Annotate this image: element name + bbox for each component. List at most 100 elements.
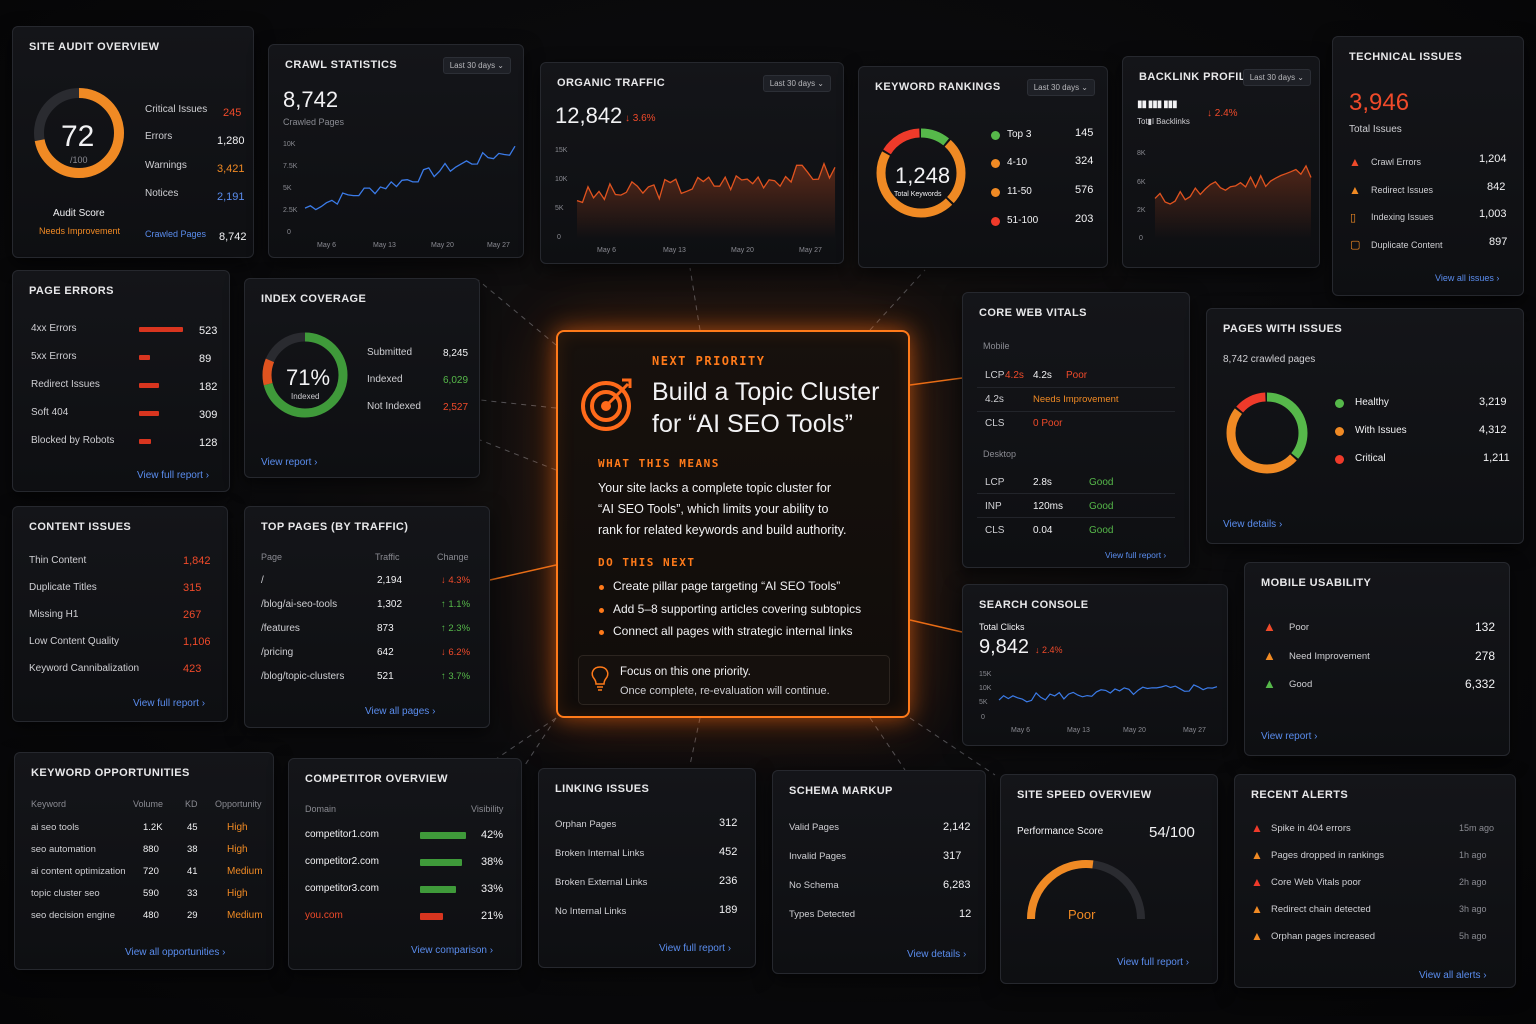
y-tick: 15K: [555, 147, 568, 154]
view-report-link[interactable]: View report ›: [1261, 731, 1318, 742]
divider: [977, 387, 1175, 388]
page-path[interactable]: /features: [261, 623, 300, 634]
alert-label[interactable]: Redirect chain detected: [1271, 904, 1371, 915]
audit-score-status: Needs Improvement: [39, 226, 121, 236]
linking-label: Broken Internal Links: [555, 848, 645, 859]
date-range-select[interactable]: Last 30 days ⌄: [1026, 79, 1095, 96]
panel-title: SITE AUDIT OVERVIEW: [29, 41, 160, 53]
view-full-report-link[interactable]: View full report ›: [1105, 550, 1167, 560]
do-this-next-heading: DO THIS NEXT: [598, 556, 696, 569]
error-value: 128: [199, 437, 218, 449]
legend-dot: [991, 131, 1000, 140]
metric-label: CLS: [985, 418, 1005, 429]
means-text: “AI SEO Tools”, which limits your abilit…: [598, 502, 829, 516]
alert-icon: ▲: [1251, 848, 1263, 862]
indexed-value: 6,029: [443, 375, 469, 386]
crawl-sub: Crawled Pages: [283, 117, 345, 127]
metric-status: Needs Improvement: [1033, 394, 1119, 405]
critical-issues-label: Critical Issues: [145, 104, 208, 115]
content-issue-label: Missing H1: [29, 609, 79, 620]
view-full-report-link[interactable]: View full report ›: [137, 470, 210, 481]
alert-icon: ▲: [1251, 902, 1263, 916]
schema-label: No Schema: [789, 880, 839, 891]
page-path[interactable]: /blog/topic-clusters: [261, 671, 345, 682]
metric-value: 2.8s: [1033, 477, 1052, 488]
crawled-pages-value: 8,742: [219, 231, 247, 243]
panel-title: SEARCH CONSOLE: [979, 599, 1089, 611]
usability-value: 132: [1475, 620, 1496, 634]
panel-title: SITE SPEED OVERVIEW: [1017, 789, 1152, 801]
y-tick: 10K: [555, 176, 568, 183]
visibility-bar: [420, 886, 456, 893]
view-details-link[interactable]: View details ›: [907, 949, 967, 960]
error-value: 182: [199, 381, 218, 393]
view-all-alerts-link[interactable]: View all alerts ›: [1419, 970, 1487, 981]
view-all-opportunities-link[interactable]: View all opportunities ›: [125, 947, 226, 958]
not-indexed-value: 2,527: [443, 402, 469, 413]
metric-value: 120ms: [1033, 501, 1064, 512]
keyword[interactable]: seo automation: [31, 844, 96, 855]
backlinks-delta: ↓ 2.4%: [1207, 108, 1238, 119]
alert-label[interactable]: Spike in 404 errors: [1271, 823, 1351, 834]
visibility-value: 38%: [481, 856, 504, 868]
content-issues-panel: CONTENT ISSUES Thin Content 1,842 Duplicat…: [12, 506, 228, 722]
issue-label: Duplicate Content: [1371, 240, 1443, 250]
legend-value: 145: [1075, 127, 1094, 139]
notices-label: Notices: [145, 188, 179, 199]
alert-label[interactable]: Pages dropped in rankings: [1271, 850, 1385, 861]
keyword[interactable]: topic cluster seo: [31, 888, 100, 899]
next-step: Create pillar page targeting “AI SEO Too…: [613, 579, 841, 593]
mobile-usability-panel: MOBILE USABILITY ▲ Poor 132 ▲ Need Impro…: [1244, 562, 1510, 756]
top-pages-panel: TOP PAGES (BY TRAFFIC) Page Traffic Chan…: [244, 506, 490, 728]
panel-title: COMPETITOR OVERVIEW: [305, 773, 448, 785]
date-range-select[interactable]: Last 30 days ⌄: [762, 75, 831, 92]
linking-issues-panel: LINKING ISSUES Orphan Pages 312 Broken Int…: [538, 768, 756, 968]
view-comparison-link[interactable]: View comparison ›: [411, 945, 494, 956]
metric-value: 4.2s: [1033, 370, 1052, 381]
alert-icon: ▲: [1251, 875, 1263, 889]
error-bar: [139, 439, 151, 444]
panel-title: TECHNICAL ISSUES: [1349, 51, 1463, 63]
keyword-kd: 33: [187, 888, 198, 899]
page-path[interactable]: /pricing: [261, 647, 294, 658]
page-traffic: 873: [377, 623, 394, 634]
view-all-issues-link[interactable]: View all issues ›: [1435, 273, 1500, 283]
view-full-report-link[interactable]: View full report ›: [133, 698, 206, 709]
competitor-domain: you.com: [305, 910, 343, 921]
crawl-line-chart: [304, 145, 516, 211]
view-report-link[interactable]: View report ›: [261, 457, 318, 468]
date-range-select[interactable]: Last 30 days ⌄: [442, 57, 511, 74]
page-change: ↓ 4.3%: [441, 575, 471, 586]
legend-label: With Issues: [1355, 425, 1407, 436]
keyword[interactable]: seo decision engine: [31, 910, 115, 921]
crawled-pages-link[interactable]: Crawled Pages: [145, 229, 207, 239]
means-text: rank for related keywords and build auth…: [598, 523, 847, 537]
view-full-report-link[interactable]: View full report ›: [1117, 957, 1190, 968]
panel-title: PAGE ERRORS: [29, 285, 114, 297]
view-all-pages-link[interactable]: View all pages ›: [365, 706, 436, 717]
metric-status: Good: [1089, 501, 1114, 512]
view-full-report-link[interactable]: View full report ›: [659, 943, 732, 954]
visibility-value: 42%: [481, 829, 504, 841]
alert-label[interactable]: Core Web Vitals poor: [1271, 877, 1361, 888]
document-icon: ▯: [1350, 212, 1357, 224]
alert-label[interactable]: Orphan pages increased: [1271, 931, 1376, 942]
target-icon: [581, 378, 632, 431]
notices-value: 2,191: [217, 191, 245, 203]
column-header: Volume: [133, 799, 164, 809]
keyword[interactable]: ai content optimization: [31, 866, 126, 877]
view-details-link[interactable]: View details ›: [1223, 519, 1283, 530]
page-path[interactable]: /: [261, 575, 264, 586]
critical-issues-value: 245: [223, 107, 242, 119]
not-indexed-label: Not Indexed: [367, 401, 421, 412]
search-console-panel: SEARCH CONSOLE Total Clicks 9,842 ↓ 2.4%…: [962, 584, 1228, 746]
schema-value: 12: [959, 908, 972, 920]
pages-issues-donut: [1226, 392, 1308, 474]
legend-dot: [991, 188, 1000, 197]
date-range-select[interactable]: Last 30 days ⌄: [1242, 69, 1311, 86]
warning-icon: ▲: [1263, 648, 1276, 663]
page-path[interactable]: /blog/ai-seo-tools: [261, 599, 338, 610]
linking-value: 312: [719, 817, 738, 829]
keyword[interactable]: ai seo tools: [31, 822, 80, 833]
usability-value: 278: [1475, 649, 1496, 663]
